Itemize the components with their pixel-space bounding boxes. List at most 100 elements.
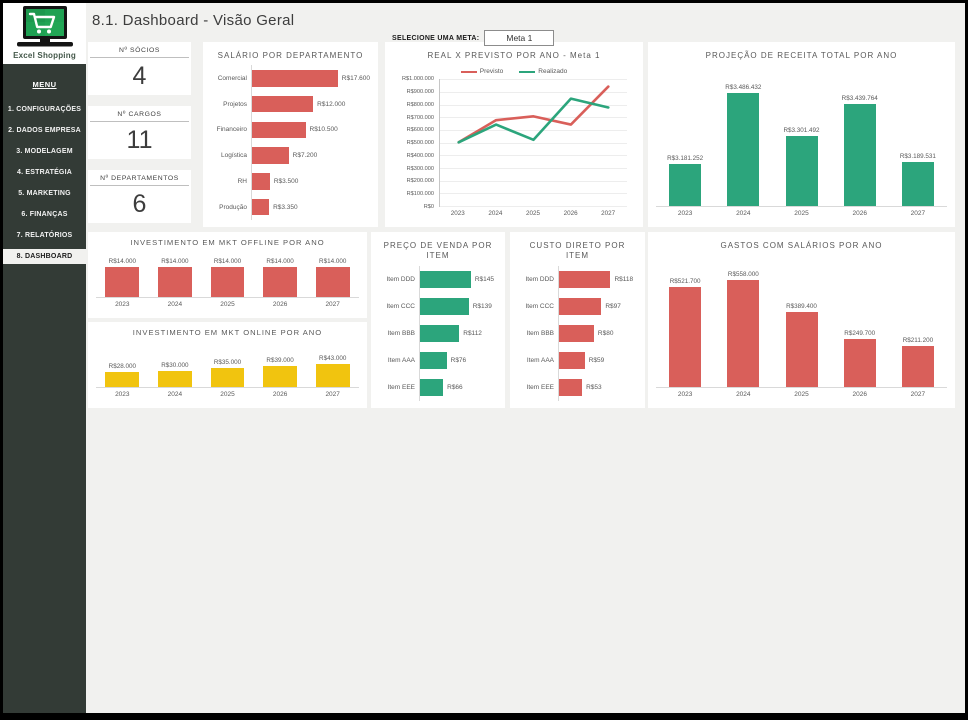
chart-mkt-online: R$28.000 R$30.000 R$35.000 R$39.000 R$43.000… (88, 339, 367, 408)
value-label: R$389.400 (786, 303, 817, 311)
chart-card-mkt-offline[interactable]: INVESTIMENTO EM MKT OFFLINE POR ANO R$14… (88, 232, 367, 318)
value-label: R$14.000 (319, 258, 347, 266)
y-tick-label: R$200.000 (406, 178, 434, 185)
value-label: R$3.439.764 (841, 94, 878, 102)
chart-custo-direto: Item DDD R$118 Item CCC R$97 Item BBB R$80 Ite… (510, 264, 645, 408)
dashboard-area: 8.1. Dashboard - Visão Geral SELECIONE U… (86, 3, 965, 713)
x-tick-label: 2027 (325, 301, 340, 308)
category-label: Item AAA (387, 356, 415, 364)
x-tick-label: 2025 (525, 210, 540, 217)
bar-column: R$521.700 (656, 255, 714, 387)
value-label: R$12.000 (317, 100, 346, 108)
chart-card-preco-venda[interactable]: PREÇO DE VENDA POR ITEM Item DDD R$145 Ite… (371, 232, 505, 408)
bar-track: R$145 (419, 265, 497, 293)
sidebar-item-2-dados-empresa[interactable]: 2. DADOS EMPRESA (8, 127, 81, 134)
chart-card-custo-direto[interactable]: CUSTO DIRETO POR ITEM Item DDD R$118 Item … (510, 232, 645, 408)
bar-row: Item BBB R$112 (379, 319, 497, 347)
bar-track: R$66 (419, 373, 497, 402)
category-label: Logística (220, 152, 247, 160)
bar-column: R$39.000 (254, 341, 307, 387)
chart-title: INVESTIMENTO EM MKT OFFLINE POR ANO (130, 238, 325, 247)
bar-column: R$211.200 (889, 255, 947, 387)
sidebar-item-7-relat-rios[interactable]: 7. RELATÓRIOS (16, 232, 73, 239)
legend-item-realizado: Realizado (519, 68, 567, 75)
bar-column: R$389.400 (772, 255, 830, 387)
bar-column: R$35.000 (201, 341, 254, 387)
gridline (440, 79, 627, 81)
sidebar-item-4-estrat-gia[interactable]: 4. ESTRATÉGIA (17, 169, 72, 176)
bar-row: Item DDD R$118 (518, 265, 637, 293)
value-label: R$30.000 (161, 362, 189, 370)
logo: Excel Shopping (3, 3, 86, 64)
x-axis: 2023 2024 2025 2026 2027 (96, 298, 359, 311)
bar (420, 324, 460, 343)
chart-title: PROJEÇÃO DE RECEITA TOTAL POR ANO (705, 51, 898, 60)
sidebar-item-3-modelagem[interactable]: 3. MODELAGEM (16, 148, 73, 155)
chart-salario-departamento: Comercial R$17.600 Projetos R$12.000 Finance… (203, 63, 378, 227)
y-tick-label: R$400.000 (406, 152, 434, 159)
bar (669, 163, 702, 206)
meta-dropdown[interactable]: Meta 1 (484, 30, 555, 46)
category-label: Projetos (223, 100, 247, 108)
bar-row: Financeiro R$10.500 (211, 116, 370, 143)
bar (315, 267, 350, 297)
bar-row: Item AAA R$76 (379, 346, 497, 374)
value-label: R$521.700 (669, 277, 701, 285)
chart-card-mkt-online[interactable]: INVESTIMENTO EM MKT ONLINE POR ANO R$28.… (88, 322, 367, 408)
bar (420, 297, 469, 315)
bar-column: R$3.486.432 (714, 65, 772, 206)
gridline (440, 130, 627, 132)
plot-area: R$521.700 R$558.000 R$389.400 R$249.700 R$21… (656, 255, 947, 388)
chart-card-projecao-receita[interactable]: PROJEÇÃO DE RECEITA TOTAL POR ANO R$3.18… (648, 42, 955, 227)
bar (263, 267, 297, 297)
meta-selector: SELECIONE UMA META: Meta 1 (392, 30, 555, 46)
x-tick-label: 2024 (736, 391, 751, 398)
value-label: R$14.000 (108, 258, 136, 266)
x-tick-label: 2025 (794, 391, 809, 398)
category-label: Item EEE (387, 383, 415, 391)
sidebar: Excel Shopping MENU 1. CONFIGURAÇÕES 2. D… (3, 3, 86, 713)
x-tick-label: 2025 (220, 301, 235, 308)
chart-projecao-receita: R$3.181.252 R$3.486.432 R$3.301.492 R$3.439… (648, 63, 955, 227)
value-label: R$7.200 (292, 152, 318, 160)
sidebar-item-5-marketing[interactable]: 5. MARKETING (18, 190, 71, 197)
bar-column: R$3.301.492 (772, 65, 830, 206)
category-label: Item BBB (526, 329, 554, 337)
x-axis: 2023 2024 2025 2026 2027 (656, 207, 947, 220)
x-tick-label: 2027 (325, 391, 340, 398)
bar (843, 103, 876, 206)
sidebar-item-8-dashboard[interactable]: 8. DASHBOARD (3, 249, 86, 264)
value-label: R$3.189.531 (899, 152, 936, 160)
sidebar-item-6-finan-as[interactable]: 6. FINANÇAS (21, 211, 68, 218)
chart-title: CUSTO DIRETO POR ITEM (529, 241, 626, 261)
x-tick-label: 2024 (736, 210, 751, 217)
value-label: R$145 (474, 275, 494, 283)
chart-card-real-x-previsto[interactable]: REAL X PREVISTO POR ANO - Meta 1 Previst… (385, 42, 643, 227)
bar-column: R$249.700 (831, 255, 889, 387)
value-label: R$14.000 (161, 258, 189, 266)
bar (252, 147, 289, 164)
plot-area: R$14.000 R$14.000 R$14.000 R$14.000 R$14.000 (96, 251, 359, 298)
x-tick-label: 2025 (220, 391, 235, 398)
bar (901, 161, 934, 206)
kpi-title: Nº SÓCIOS (90, 42, 189, 58)
x-tick-label: 2024 (488, 210, 503, 217)
x-tick-label: 2026 (852, 210, 867, 217)
x-tick-label: 2026 (563, 210, 578, 217)
sidebar-item-1-configura-es[interactable]: 1. CONFIGURAÇÕES (7, 106, 82, 113)
bar (263, 366, 297, 387)
y-tick-label: R$1.000.000 (401, 76, 434, 83)
chart-title: REAL X PREVISTO POR ANO - Meta 1 (427, 51, 601, 60)
legend-swatch (460, 70, 477, 74)
gridline (440, 104, 627, 106)
bar (420, 351, 447, 370)
bar (105, 372, 140, 387)
bar-column: R$3.439.764 (831, 65, 889, 206)
category-label: Item CCC (386, 302, 415, 310)
value-label: R$97 (605, 302, 621, 310)
chart-card-gastos-salarios[interactable]: GASTOS COM SALÁRIOS POR ANO R$521.700 R$5… (648, 232, 955, 408)
gridline (440, 168, 627, 170)
value-label: R$53 (586, 383, 602, 391)
bar (901, 346, 934, 387)
chart-card-salario-departamento[interactable]: SALÁRIO POR DEPARTAMENTO Comercial R$17.6… (203, 42, 378, 227)
